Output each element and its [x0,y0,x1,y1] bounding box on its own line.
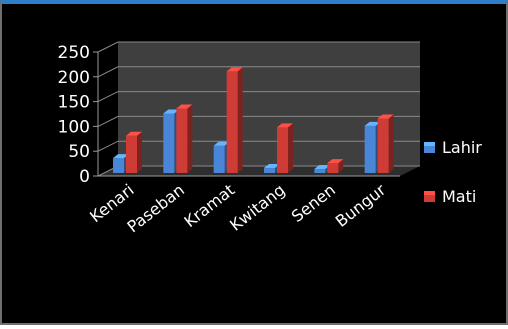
bar-top [113,154,129,159]
x-tick-label: Kwitang [226,180,288,235]
legend-swatch-highlight [424,142,435,146]
bar-front [377,118,389,173]
y-tick-label: 0 [79,167,90,187]
bar-top [377,114,394,119]
bar-top [126,131,142,136]
bars [113,67,394,173]
bar-mati-senen [327,159,344,173]
bar-mati-kenari [126,131,142,173]
gridline [97,91,420,103]
bar-front [113,158,124,173]
y-axis: 0 50 100 150 200 250 [58,43,99,187]
bar-mati-bungur [377,114,394,173]
bar-front [314,169,326,173]
bar-front [126,135,137,173]
bar-top [264,164,280,169]
bar-front [163,113,175,173]
gridline [97,66,420,78]
y-tick-label: 150 [58,93,90,113]
x-tick-label: Bungur [332,180,390,231]
bar-front [364,125,376,173]
bar-top [364,121,381,126]
y-tick-label: 250 [58,43,90,63]
legend-label: Lahir [442,138,482,157]
bar-side [237,67,243,173]
bar-side [288,123,293,173]
gridline [97,115,420,127]
legend: Lahir Mati [424,138,482,206]
gridline [97,140,420,152]
bar-top [213,141,230,146]
gridline [97,41,420,53]
y-tick-label: 100 [58,117,90,137]
bar-side [338,159,344,173]
x-tick-label: Senen [288,180,339,226]
bar-front [264,168,275,173]
bar-top [327,159,344,164]
bar-top [277,123,293,128]
bar-front [226,71,238,173]
bar-side [137,131,142,173]
legend-swatch-highlight [424,191,435,195]
back-wall [118,42,420,166]
bar-front [213,145,225,173]
bar-front [176,108,188,173]
legend-swatch [424,142,435,153]
x-tick-label: Paseban [123,180,188,236]
bar-side [187,104,193,173]
bar-front [277,127,288,173]
bar-mati-kramat [226,67,243,173]
bar-top [176,104,193,109]
bar-mati-paseban [176,104,193,173]
legend-item-mati: Mati [424,187,476,206]
bar-top [163,109,180,114]
legend-item-lahir: Lahir [424,138,482,157]
y-tick-label: 200 [58,68,90,88]
bar-side [388,114,394,173]
chart-svg: 0 50 100 150 200 250 KenariPasebanKramatKwita… [58,41,482,236]
bar-top [314,165,331,170]
bar-top [226,67,243,72]
y-tick-label: 50 [68,142,90,162]
legend-swatch [424,191,435,202]
legend-label: Mati [442,187,476,206]
bar-front [327,163,339,173]
bar-mati-kwitang [277,123,293,173]
